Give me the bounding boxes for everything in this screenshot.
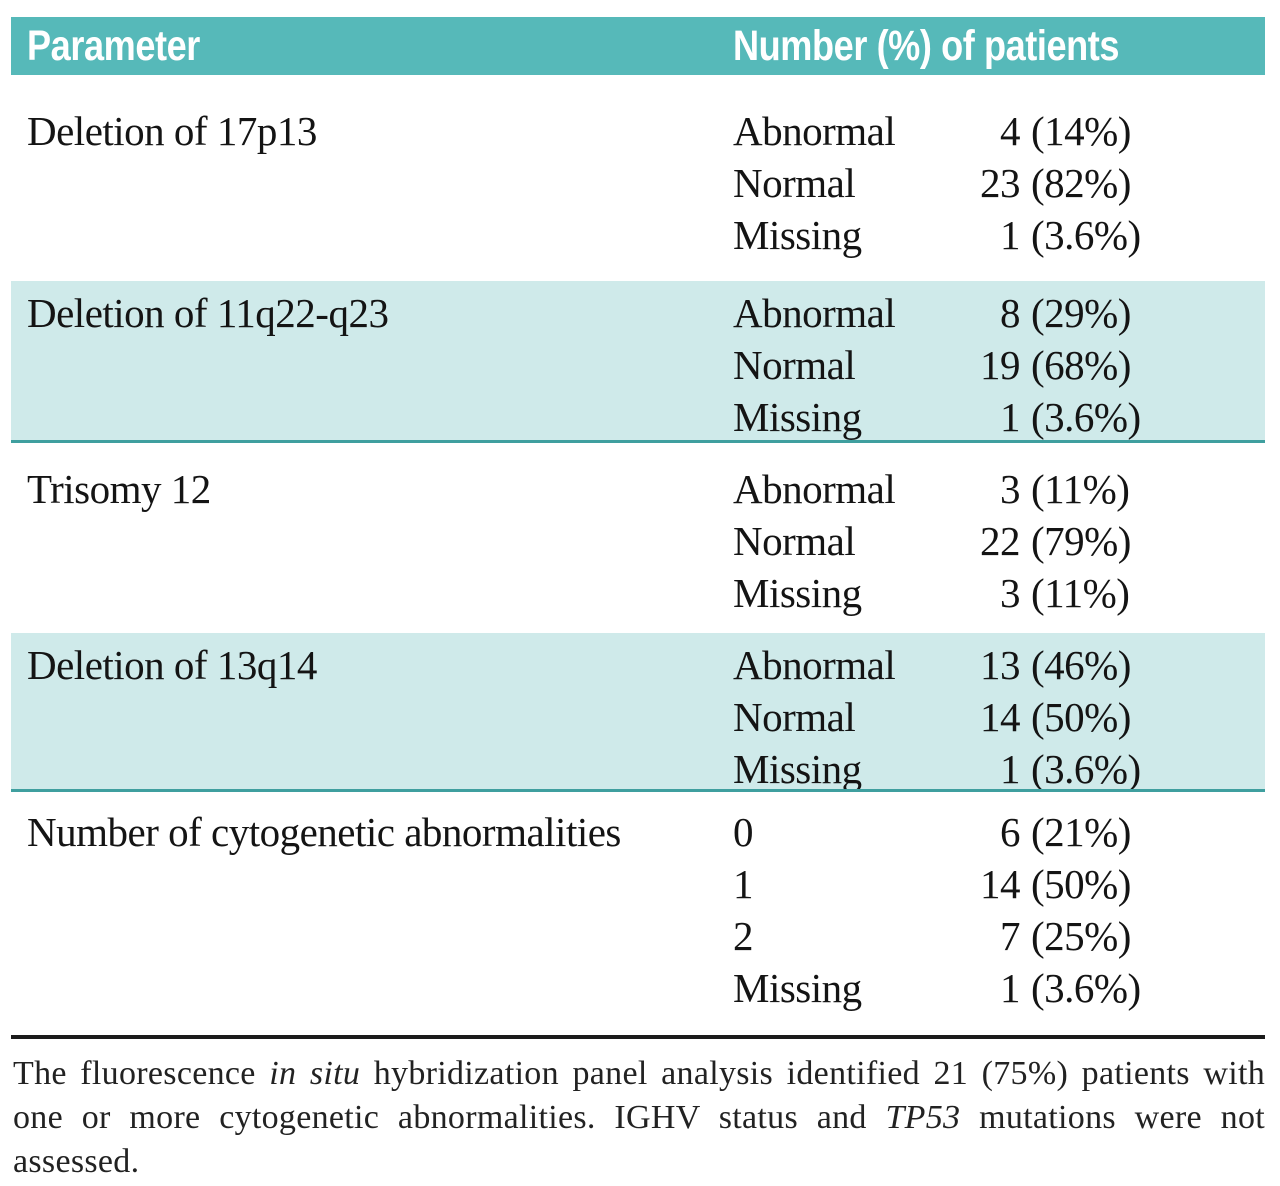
table-subrow: Number of cytogenetic abnormalities 0 6(… [11, 806, 1265, 858]
table-row-trisomy-12: Trisomy 12 Abnormal 3 (11%) Normal 22 (79%… [11, 443, 1265, 633]
table-subrow: Deletion of 11q22-q23 Abnormal 8 (29%) [11, 287, 1265, 339]
value-cell: 7 (25%) [940, 910, 1240, 962]
table-subrow: Trisomy 12 Abnormal 3 (11%) [11, 463, 1265, 515]
table-subrow: Missing 1 (3.6%) [11, 743, 1265, 792]
patient-count: 1 [1000, 746, 1021, 792]
table-row-deletion-13q14: Deletion of 13q14 Abnormal 13 (46%) Norma… [11, 633, 1265, 792]
table-subrow: Normal 14 (50%) [11, 691, 1265, 743]
patient-percent: (3.6%) [1031, 746, 1141, 792]
table-subrow: 1 14 (50%) [11, 858, 1265, 910]
table-row-cytogenetic-abnormalities: Number of cytogenetic abnormalities 0 6(… [11, 792, 1265, 1035]
table-subrow: Normal 22 (79%) [11, 515, 1265, 567]
value-cell: 14 (50%) [940, 858, 1240, 910]
patient-count: 19 [980, 342, 1021, 388]
patient-count: 1 [1000, 965, 1021, 1011]
patient-percent: (25%) [1031, 913, 1131, 959]
value-cell: 22 (79%) [940, 515, 1240, 567]
table-subrow: Normal 19 (68%) [11, 339, 1265, 391]
parameter-label: Deletion of 11q22-q23 [27, 290, 389, 336]
value-cell: 14 (50%) [940, 691, 1240, 743]
patient-percent: (3.6%) [1031, 212, 1141, 258]
header-parameter: Parameter [27, 22, 200, 70]
patient-percent: (79%) [1031, 518, 1131, 564]
patient-count: 3 [1000, 570, 1021, 616]
patient-count: 13 [980, 642, 1021, 688]
table-row-deletion-11q22-q23: Deletion of 11q22-q23 Abnormal 8 (29%) No… [11, 281, 1265, 443]
status-label: Missing [733, 212, 862, 258]
value-cell: 3 (11%) [940, 463, 1240, 515]
patient-count: 1 [1000, 212, 1021, 258]
patient-percent: (50%) [1031, 694, 1131, 740]
value-cell: 19 (68%) [940, 339, 1240, 391]
patient-percent: (11%) [1031, 466, 1130, 512]
value-cell: 1 (3.6%) [940, 743, 1240, 792]
patient-percent: (68%) [1031, 342, 1131, 388]
value-cell: 4 (14%) [940, 105, 1240, 157]
parameter-label: Deletion of 13q14 [27, 642, 317, 688]
status-label: Missing [733, 394, 862, 440]
patient-percent: (3.6%) [1031, 965, 1141, 1011]
patient-count: 1 [1000, 394, 1021, 440]
table-header-row: Parameter Number (%) of patients [11, 17, 1265, 75]
patient-count: 6 [1000, 809, 1021, 855]
patient-percent: (46%) [1031, 642, 1131, 688]
header-number-patients: Number (%) of patients [733, 22, 1120, 70]
status-label: Missing [733, 965, 862, 1011]
status-label: Abnormal [733, 108, 896, 154]
status-label: Missing [733, 746, 862, 792]
patients-table: Parameter Number (%) of patients Deletio… [11, 17, 1265, 1039]
value-cell: 1 (3.6%) [940, 209, 1240, 261]
status-label: Abnormal [733, 290, 896, 336]
table-subrow: Deletion of 17p13 Abnormal 4 (14%) [11, 105, 1265, 157]
patient-percent: (82%) [1031, 160, 1131, 206]
footnote-text: The fluorescence in situ hybridization p… [13, 1055, 1265, 1180]
value-cell: 23 (82%) [940, 157, 1240, 209]
value-cell: 3 (11%) [940, 567, 1240, 619]
patient-percent: (21%) [1031, 809, 1131, 855]
patient-percent: (50%) [1031, 861, 1131, 907]
patient-count: 14 [980, 861, 1021, 907]
patient-count: 22 [980, 518, 1021, 564]
patient-percent: (29%) [1031, 290, 1131, 336]
status-label: 2 [733, 913, 754, 959]
patient-count: 7 [1000, 913, 1021, 959]
patient-percent: (3.6%) [1031, 394, 1141, 440]
table-subrow: Missing 1 (3.6%) [11, 962, 1265, 1014]
table-subrow: Missing 3 (11%) [11, 567, 1265, 619]
patient-percent: (11%) [1031, 570, 1130, 616]
patient-count: 3 [1000, 466, 1021, 512]
patient-count: 23 [980, 160, 1021, 206]
status-label: Abnormal [733, 642, 896, 688]
value-cell: 13 (46%) [940, 639, 1240, 691]
status-label: 0 [733, 809, 754, 855]
table-row-deletion-17p13: Deletion of 17p13 Abnormal 4 (14%) Normal… [11, 75, 1265, 281]
table-subrow: Normal 23 (82%) [11, 157, 1265, 209]
table-subrow: Deletion of 13q14 Abnormal 13 (46%) [11, 639, 1265, 691]
table-subrow: Missing 1 (3.6%) [11, 209, 1265, 261]
status-label: Normal [733, 342, 856, 388]
parameter-label: Deletion of 17p13 [27, 108, 317, 154]
parameter-label: Trisomy 12 [27, 466, 211, 512]
status-label: Abnormal [733, 466, 896, 512]
patient-percent: (14%) [1031, 108, 1131, 154]
footnote-divider-rule [11, 1035, 1265, 1039]
status-label: 1 [733, 861, 754, 907]
table-subrow: 2 7 (25%) [11, 910, 1265, 962]
status-label: Normal [733, 694, 856, 740]
status-label: Normal [733, 160, 856, 206]
value-cell: 8 (29%) [940, 287, 1240, 339]
value-cell: 6 (21%) [940, 806, 1240, 858]
parameter-label: Number of cytogenetic abnormalities [27, 809, 621, 855]
value-cell: 1 (3.6%) [940, 962, 1240, 1014]
patient-count: 8 [1000, 290, 1021, 336]
value-cell: 1 (3.6%) [940, 391, 1240, 440]
table-subrow: Missing 1 (3.6%) [11, 391, 1265, 440]
status-label: Missing [733, 570, 862, 616]
patient-count: 14 [980, 694, 1021, 740]
status-label: Normal [733, 518, 856, 564]
patient-count: 4 [1000, 108, 1021, 154]
